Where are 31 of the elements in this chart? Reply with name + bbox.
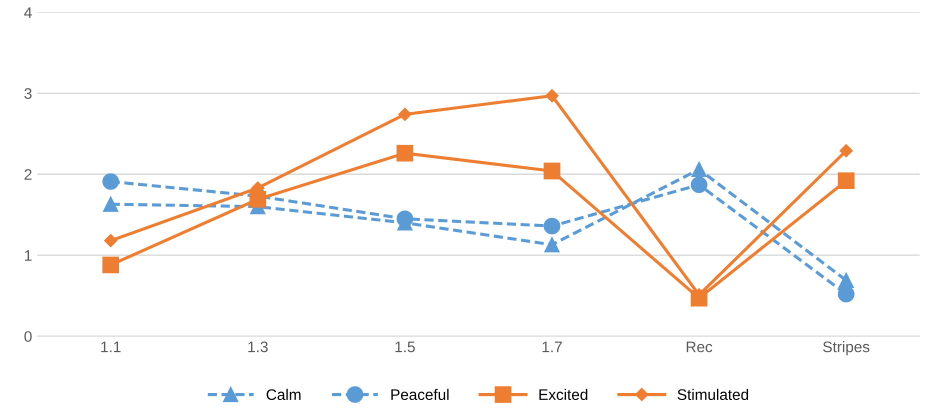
point [544,218,560,234]
point [104,234,118,248]
point [840,144,853,158]
point [249,191,266,208]
x-tick-label: 1.7 [542,342,562,352]
point [102,256,120,274]
x-tick-label: Rec [686,342,712,352]
point [544,162,560,180]
point [691,162,707,178]
legend-label: Excited [539,388,588,400]
point [545,89,559,102]
point [398,108,412,121]
x-tick-label: 1.5 [395,342,415,352]
point [396,144,414,162]
x-tick-label: 1.1 [101,342,121,352]
point [102,173,120,190]
y-tick-label: 1 [24,250,32,261]
y-tick-label: 2 [24,169,32,180]
point [103,196,118,212]
point [690,176,708,194]
point [544,237,560,252]
y-tick-label: 0 [24,331,32,342]
x-tick-label: 1.3 [248,341,268,352]
y-tick-label: 4 [24,7,32,18]
point [838,172,854,190]
legend-label: Stimulated [678,388,748,400]
legend-label: Calm [266,388,300,400]
y-tick-label: 3 [24,88,32,99]
point [396,210,414,228]
legend-label: Peaceful [391,388,449,400]
x-tick-label: Stripes [823,341,870,356]
